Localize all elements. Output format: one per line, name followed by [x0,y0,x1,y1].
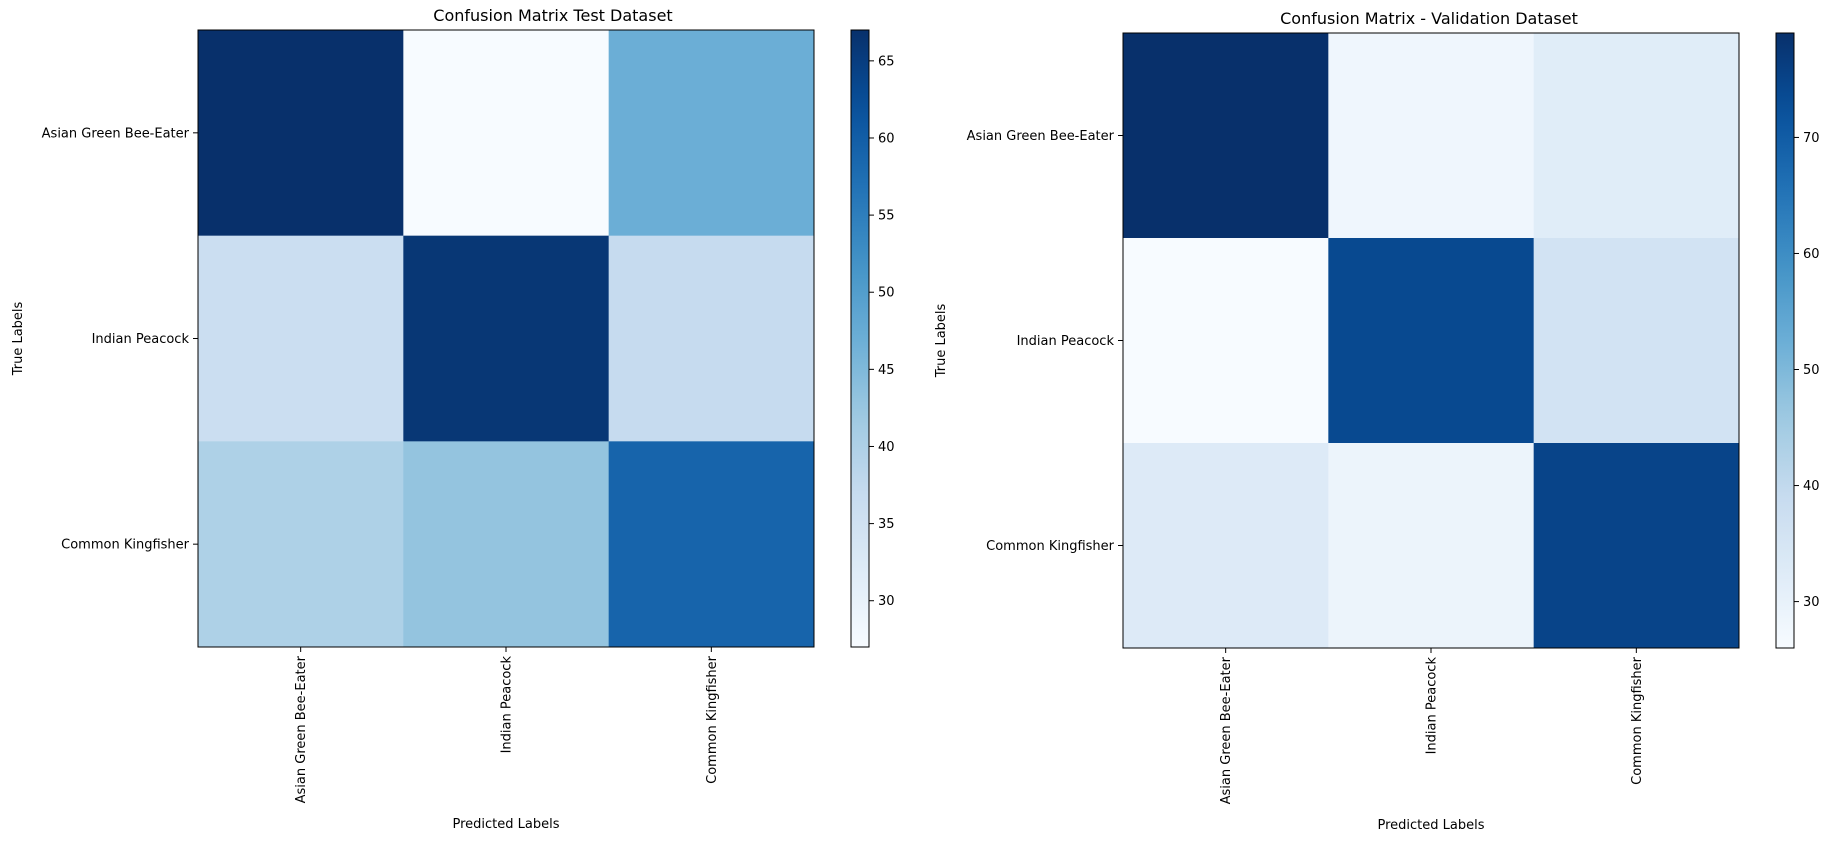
chart-title: Confusion Matrix Test Dataset [433,6,672,25]
heatmap-cell [198,235,404,442]
x-axis-label: Predicted Labels [1377,818,1484,833]
heatmap-cell [1328,33,1535,239]
colorbar-tick-label: 50 [1803,363,1820,378]
x-tick-label: Common Kingfisher [705,655,720,784]
chart-title: Confusion Matrix - Validation Dataset [1280,9,1578,28]
y-tick-label: Common Kingfisher [61,538,190,553]
heatmap-panel-1: Confusion Matrix Test Dataset Asian Green… [11,6,895,832]
colorbar-tick-label: 55 [878,209,895,224]
x-tick-label: Indian Peacock [500,656,515,754]
heatmap-panel-2: Confusion Matrix - Validation Dataset Asi… [934,9,1820,833]
heatmap-cell [403,441,610,648]
colorbar-tick-label: 60 [878,131,895,146]
y-tick-label: Common Kingfisher [986,539,1115,554]
colorbar-tick-label: 50 [878,286,895,301]
y-axis-label: True Labels [11,301,26,376]
colorbar: 30 35 40 45 50 55 60 65 [850,29,895,648]
colorbar-gradient [1775,32,1795,649]
heatmap-cell [403,30,610,237]
heatmap-cell [1533,238,1740,444]
heatmap-cell [1328,443,1535,649]
y-tick-label: Asian Green Bee-Eater [42,126,190,141]
heatmap-cell [1533,443,1740,649]
colorbar: 30 40 50 60 70 [1775,32,1820,649]
heatmap-cell [1123,443,1329,649]
colorbar-tick-label: 70 [1803,131,1820,146]
heatmap-cell [403,235,610,442]
colorbar-tick-label: 65 [878,54,895,69]
colorbar-tick-label: 40 [878,440,895,455]
heatmap-cell [1123,238,1329,444]
x-tick-label: Indian Peacock [1425,657,1440,755]
colorbar-tick-label: 35 [878,517,895,532]
x-tick-label: Asian Green Bee-Eater [294,655,309,803]
heatmap-cell [1328,238,1535,444]
colorbar-tick-label: 60 [1803,247,1820,262]
heatmap-cell [198,30,404,237]
heatmap-cell [198,441,404,648]
heatmap-cell [608,235,815,442]
colorbar-tick-label: 45 [878,363,895,378]
colorbar-tick-label: 30 [878,594,895,609]
x-axis-label: Predicted Labels [452,817,559,832]
heatmap-cell [608,30,815,237]
heatmap-cell [608,441,815,648]
y-tick-label: Asian Green Bee-Eater [967,129,1115,144]
colorbar-gradient [850,29,870,648]
y-tick-label: Indian Peacock [92,332,190,347]
heatmap-cell [1533,33,1740,239]
x-tick-label: Asian Green Bee-Eater [1219,656,1234,804]
heatmap-cell [1123,33,1329,239]
colorbar-tick-label: 30 [1803,595,1820,610]
y-tick-label: Indian Peacock [1017,334,1115,349]
x-tick-label: Common Kingfisher [1630,656,1645,785]
colorbar-tick-label: 40 [1803,479,1820,494]
y-axis-label: True Labels [934,303,949,378]
